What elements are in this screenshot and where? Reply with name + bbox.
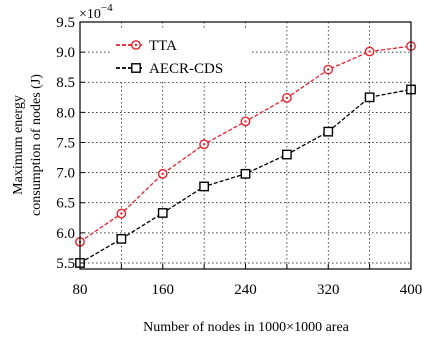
legend-background	[110, 30, 252, 82]
x-tick-label: 320	[317, 282, 340, 298]
data-point	[240, 168, 251, 179]
legend-label: AECR-CDS	[149, 61, 223, 77]
data-point	[323, 64, 334, 75]
data-point-dot	[120, 212, 123, 215]
y-axis-label-line1: Maximum energy	[11, 95, 26, 195]
tick-layer: 5.5 6.0 6.5 7.0 7.5 8.0 8.5 9.0 9.5 80 160 240 320 40…	[56, 15, 422, 298]
x-tick-label: 160	[152, 282, 175, 298]
legend: TTA AECR-CDS	[110, 30, 252, 82]
data-point	[157, 168, 168, 179]
data-point	[364, 92, 375, 103]
x-tick-label: 80	[73, 282, 88, 298]
y-tick-label: 9.5	[56, 15, 75, 31]
y-tick-label: 6.5	[56, 196, 75, 212]
legend-marker	[131, 63, 141, 73]
data-point	[199, 181, 210, 192]
y-tick-label: 5.5	[56, 256, 75, 272]
data-point	[116, 208, 127, 219]
x-tick-label: 400	[400, 282, 422, 298]
x-axis-label: Number of nodes in 1000×1000 area	[143, 320, 350, 335]
y-tick-label: 8.5	[56, 75, 75, 91]
legend-marker	[131, 40, 141, 50]
data-point	[199, 139, 210, 150]
data-point-dot	[202, 143, 206, 146]
y-axis-label-line2: consumption of nodes (J)	[29, 74, 44, 216]
series-layer	[75, 41, 416, 268]
data-point-dot	[244, 120, 247, 123]
y-tick-label: 9.0	[56, 45, 75, 61]
data-point	[157, 208, 168, 218]
legend-entries: TTA AECR-CDS	[116, 38, 223, 77]
data-point	[240, 116, 251, 127]
y-tick-label: 6.0	[56, 226, 75, 242]
legend-marker-dot	[134, 43, 138, 47]
y-tick-label: 7.0	[56, 166, 75, 182]
legend-label: TTA	[149, 38, 177, 54]
y-tick-label: 8.0	[56, 105, 75, 121]
data-point	[323, 126, 334, 137]
data-point-dot	[368, 50, 371, 53]
x-tick-label: 240	[234, 282, 257, 298]
data-point	[281, 93, 292, 103]
y-scale-factor: ×10−4	[79, 2, 113, 22]
data-point	[281, 149, 292, 160]
series-tta	[75, 41, 416, 247]
data-point-dot	[327, 68, 330, 71]
data-point	[116, 233, 127, 244]
data-point-dot	[161, 172, 164, 176]
y-axis-label-group: Maximum energy consumption of nodes (J)	[11, 74, 44, 216]
data-point-dot	[285, 96, 289, 100]
data-point	[364, 46, 375, 57]
y-tick-label: 7.5	[56, 135, 75, 151]
